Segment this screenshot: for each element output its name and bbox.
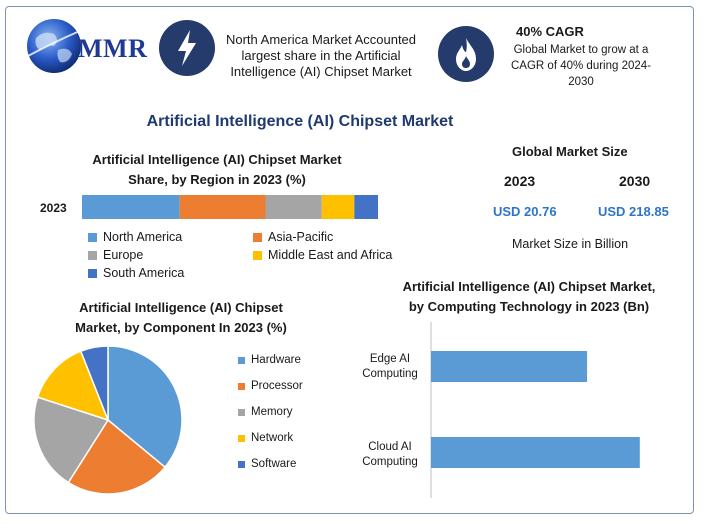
highlight-1-badge bbox=[159, 20, 215, 76]
legend-south-america: South America bbox=[88, 266, 184, 280]
market-size-title: Global Market Size bbox=[512, 144, 628, 159]
component-pie-chart bbox=[33, 345, 183, 495]
region-stacked-bar bbox=[82, 195, 378, 219]
infographic-frame bbox=[5, 6, 694, 514]
logo-text: MMR bbox=[78, 34, 148, 63]
legend-north-america: North America bbox=[88, 230, 182, 244]
computing-bar-cloud-ai bbox=[431, 437, 640, 468]
market-year-2030: 2030 bbox=[619, 173, 651, 189]
globe-logo-icon bbox=[27, 19, 83, 73]
legend-processor: Processor bbox=[238, 380, 303, 392]
pie-slice-processor bbox=[67, 418, 167, 495]
region-category-label: 2023 bbox=[40, 201, 67, 215]
category-label-cloud: Cloud AI Computing bbox=[362, 441, 418, 468]
market-value-2030: USD 218.85 bbox=[598, 204, 669, 219]
legend-hardware: Hardware bbox=[238, 354, 301, 366]
legend-software: Software bbox=[238, 458, 296, 470]
region-chart-title: Artificial Intelligence (AI) Chipset Mar… bbox=[92, 152, 342, 187]
computing-chart-title: Artificial Intelligence (AI) Chipset Mar… bbox=[402, 279, 656, 314]
pie-slice-hardware bbox=[107, 345, 183, 469]
computing-bar-edge-ai bbox=[431, 351, 588, 382]
legend-europe: Europe bbox=[88, 248, 143, 262]
main-title: Artificial Intelligence (AI) Chipset Mar… bbox=[146, 113, 454, 130]
legend-network: Network bbox=[238, 432, 293, 444]
region-segment-south-america bbox=[354, 195, 378, 219]
region-segment-asia-pacific bbox=[179, 195, 266, 219]
pie-slice-network bbox=[36, 350, 110, 422]
cagr-title: 40% CAGR bbox=[516, 24, 584, 39]
legend-memory: Memory bbox=[238, 406, 293, 418]
highlight-1-text: North America Market Accounted largest s… bbox=[225, 32, 417, 79]
region-segment-north-america bbox=[82, 195, 180, 219]
market-year-2023: 2023 bbox=[504, 173, 536, 189]
flame-icon bbox=[456, 38, 476, 71]
pie-slice-software bbox=[79, 345, 109, 421]
highlight-2-badge bbox=[438, 26, 494, 82]
lightning-bolt-icon bbox=[178, 30, 196, 66]
pie-slice-memory bbox=[33, 396, 110, 484]
cagr-text: Global Market to grow at a CAGR of 40% d… bbox=[511, 44, 651, 88]
market-value-2023: USD 20.76 bbox=[493, 204, 557, 219]
legend-asia-pacific: Asia-Pacific bbox=[253, 230, 333, 244]
category-label-edge: Edge AI Computing bbox=[362, 353, 418, 380]
region-segment-middle-east-and-africa bbox=[321, 195, 355, 219]
component-chart-title: Artificial Intelligence (AI) Chipset Mar… bbox=[75, 300, 287, 335]
computing-bar-chart bbox=[430, 322, 640, 498]
legend-middle-east-africa: Middle East and Africa bbox=[253, 248, 392, 262]
market-size-note: Market Size in Billion bbox=[512, 237, 629, 251]
region-segment-europe bbox=[265, 195, 322, 219]
